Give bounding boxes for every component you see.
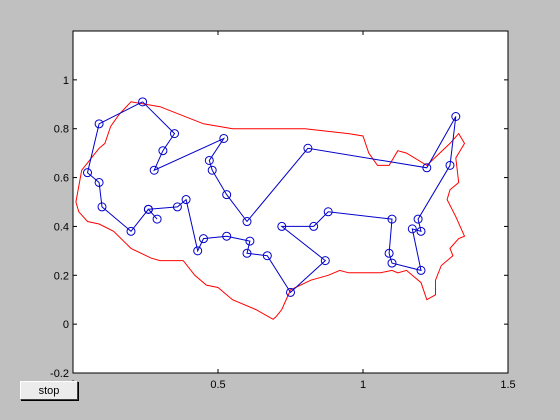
plot-area (72, 30, 509, 374)
city-point (277, 221, 287, 231)
city-point (242, 248, 252, 258)
y-tick-label: -0.2 (50, 368, 69, 380)
city-point (262, 251, 272, 261)
city-point (320, 256, 330, 266)
city-point (422, 163, 432, 173)
city-point (143, 204, 153, 214)
city-point (94, 177, 104, 187)
y-tick-label: 0.2 (54, 270, 69, 282)
city-point (199, 234, 208, 244)
city-point (286, 287, 295, 297)
y-tick-label: 0.4 (54, 221, 69, 233)
city-point (158, 146, 168, 156)
y-tick-label: 1 (63, 75, 69, 87)
city-point (94, 119, 104, 129)
city-point (97, 202, 107, 212)
city-point (416, 265, 426, 275)
city-point (207, 165, 217, 175)
stop-button[interactable]: stop (20, 381, 78, 400)
city-point (152, 214, 162, 224)
city-points (83, 97, 461, 297)
city-point (413, 214, 423, 224)
outline-line (75, 101, 466, 320)
city-point (222, 190, 232, 200)
y-tick-label: 0.6 (54, 173, 69, 185)
x-tick-label: 1 (360, 379, 366, 391)
city-point (309, 221, 319, 231)
city-point (245, 236, 255, 246)
city-point (451, 112, 461, 121)
city-point (416, 226, 426, 236)
city-point (387, 258, 397, 268)
city-point (83, 168, 92, 178)
city-point (126, 226, 136, 236)
city-point (445, 160, 455, 170)
city-point (219, 133, 229, 143)
city-point (172, 202, 182, 212)
tour-line (86, 101, 457, 294)
tour-path (86, 101, 457, 294)
city-point (204, 155, 214, 165)
x-tick-label: 0.5 (210, 379, 225, 391)
y-tick-label: 0.8 (54, 124, 69, 136)
city-point (193, 246, 203, 256)
y-tick-label: 0 (63, 319, 69, 331)
city-point (222, 231, 232, 241)
city-point (181, 195, 191, 205)
city-point (149, 165, 159, 175)
city-point (407, 224, 417, 234)
city-point (170, 129, 179, 139)
city-point (138, 97, 148, 107)
city-point (323, 207, 333, 217)
city-point (384, 248, 394, 258)
city-point (387, 214, 397, 224)
city-point (242, 217, 252, 227)
map-outline (75, 101, 466, 320)
city-point (303, 143, 313, 153)
x-tick-label: 1.5 (500, 379, 515, 391)
